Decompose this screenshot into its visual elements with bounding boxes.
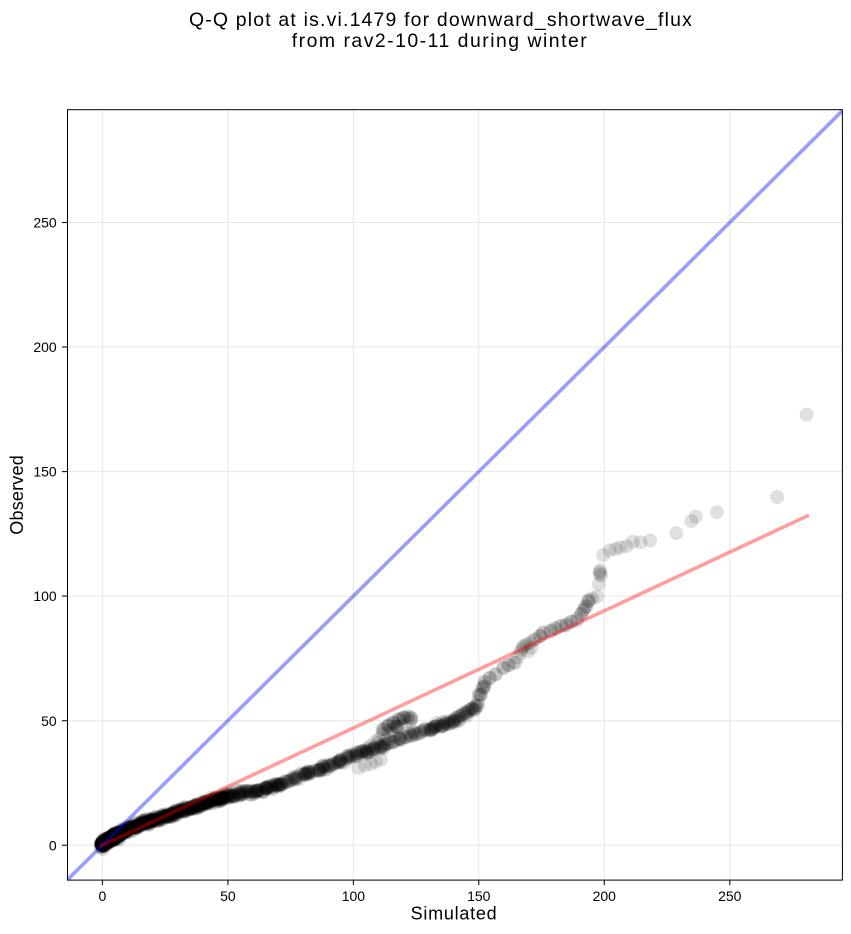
svg-text:Observed: Observed bbox=[7, 455, 27, 535]
svg-text:0: 0 bbox=[49, 837, 57, 853]
svg-text:100: 100 bbox=[342, 888, 366, 904]
svg-text:0: 0 bbox=[99, 888, 107, 904]
svg-text:Simulated: Simulated bbox=[411, 903, 498, 923]
svg-text:150: 150 bbox=[467, 888, 491, 904]
svg-text:50: 50 bbox=[220, 888, 236, 904]
svg-text:250: 250 bbox=[718, 888, 742, 904]
svg-text:50: 50 bbox=[41, 713, 57, 729]
svg-text:200: 200 bbox=[593, 888, 617, 904]
svg-text:Q-Q plot at is.vi.1479 for dow: Q-Q plot at is.vi.1479 for downward_shor… bbox=[189, 9, 693, 31]
svg-text:from rav2-10-11 during winter: from rav2-10-11 during winter bbox=[292, 30, 588, 52]
svg-text:200: 200 bbox=[33, 339, 57, 355]
svg-text:250: 250 bbox=[33, 215, 57, 231]
svg-text:150: 150 bbox=[33, 464, 57, 480]
svg-text:100: 100 bbox=[33, 588, 57, 604]
